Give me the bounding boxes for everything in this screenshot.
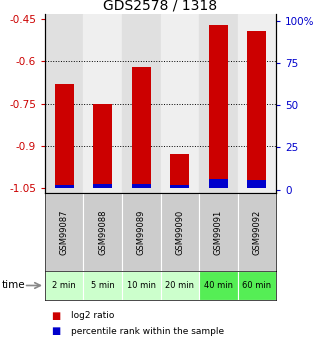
Text: GSM99092: GSM99092: [252, 209, 261, 255]
Bar: [45, 271, 83, 300]
Bar: [247, 180, 266, 188]
Text: ■: ■: [51, 311, 61, 321]
Text: time: time: [2, 280, 25, 290]
Bar: [55, 185, 74, 188]
Bar: [247, 31, 266, 188]
Title: GDS2578 / 1318: GDS2578 / 1318: [103, 0, 218, 13]
Bar: [83, 14, 122, 193]
Text: 5 min: 5 min: [91, 281, 115, 290]
Bar: [55, 84, 74, 188]
Bar: [83, 193, 122, 271]
Bar: [199, 271, 238, 300]
Bar: [45, 14, 83, 193]
Text: GSM99089: GSM99089: [137, 209, 146, 255]
Text: log2 ratio: log2 ratio: [71, 311, 114, 320]
Bar: [122, 193, 160, 271]
Bar: [160, 193, 199, 271]
Bar: [209, 25, 228, 188]
Bar: [170, 154, 189, 188]
Bar: [238, 193, 276, 271]
Text: 60 min: 60 min: [242, 281, 271, 290]
Bar: [199, 193, 238, 271]
Text: GSM99091: GSM99091: [214, 209, 223, 255]
Bar: [122, 14, 160, 193]
Bar: [160, 271, 199, 300]
Bar: [132, 67, 151, 188]
Text: GSM99088: GSM99088: [98, 209, 107, 255]
Bar: [170, 185, 189, 188]
Bar: [238, 271, 276, 300]
Text: GSM99090: GSM99090: [175, 209, 184, 255]
Text: 10 min: 10 min: [127, 281, 156, 290]
Bar: [122, 271, 160, 300]
Bar: [93, 104, 112, 188]
Text: 40 min: 40 min: [204, 281, 233, 290]
Bar: [209, 179, 228, 188]
Text: GSM99087: GSM99087: [60, 209, 69, 255]
Text: percentile rank within the sample: percentile rank within the sample: [71, 327, 224, 336]
Bar: [132, 184, 151, 188]
Bar: [45, 193, 83, 271]
Text: 2 min: 2 min: [52, 281, 76, 290]
Bar: [160, 14, 199, 193]
Bar: [93, 184, 112, 188]
Bar: [83, 271, 122, 300]
Bar: [199, 14, 238, 193]
Text: ■: ■: [51, 326, 61, 336]
Bar: [238, 14, 276, 193]
Text: 20 min: 20 min: [165, 281, 194, 290]
